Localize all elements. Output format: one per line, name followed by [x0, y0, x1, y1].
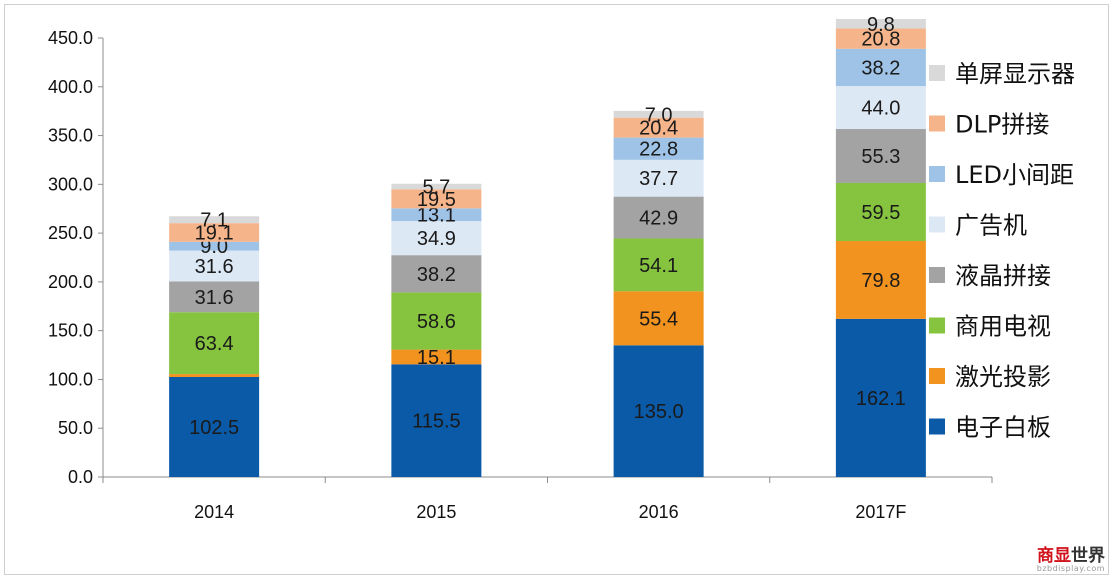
bar-segment	[391, 255, 482, 293]
bar-segment	[613, 137, 704, 160]
data-label: 79.8	[861, 270, 900, 292]
data-label: 19.5	[417, 189, 456, 211]
watermark-text-a: 商显	[1037, 546, 1071, 566]
legend-swatch	[929, 216, 945, 233]
bar-segment	[391, 189, 482, 209]
y-tick-label: 250.0	[48, 223, 93, 243]
bar-segment	[169, 216, 260, 224]
chart-frame	[4, 4, 1109, 575]
bar-segment	[835, 182, 926, 242]
data-label: 44.0	[861, 98, 900, 120]
legend-label: LED小间距	[955, 161, 1074, 189]
legend-label: 激光投影	[955, 363, 1051, 391]
data-label: 20.4	[639, 118, 678, 140]
bar-segment	[169, 281, 260, 313]
legend-label: 液晶拼接	[955, 262, 1051, 290]
y-tick-label: 300.0	[48, 174, 93, 194]
x-tick-label: 2014	[194, 502, 234, 522]
data-label: 19.1	[195, 222, 234, 244]
data-label: 7.0	[645, 104, 673, 126]
bar-segment	[169, 312, 260, 375]
data-label: 55.3	[861, 146, 900, 168]
data-label: 37.7	[639, 168, 678, 190]
watermark-logo: 商显世界 bzbdisplay.com	[1037, 548, 1105, 573]
legend-swatch	[929, 317, 945, 334]
bar-segment	[835, 129, 926, 183]
bar-segment	[169, 223, 260, 242]
watermark-text-b: 世界	[1071, 546, 1105, 566]
data-label: 15.1	[417, 347, 456, 369]
x-tick-label: 2015	[416, 502, 456, 522]
data-label: 31.6	[195, 256, 234, 278]
data-label: 54.1	[639, 255, 678, 277]
legend-swatch	[929, 166, 945, 182]
legend-label: 商用电视	[955, 313, 1051, 341]
bar-segment	[391, 349, 482, 365]
bar-segment	[391, 221, 482, 256]
bar-segment	[169, 241, 260, 251]
data-label: 58.6	[417, 311, 456, 333]
data-label: 22.8	[639, 139, 678, 161]
bar-segment	[835, 18, 926, 29]
bar-segment	[613, 291, 704, 346]
y-tick-label: 450.0	[48, 28, 93, 48]
data-label: 115.5	[412, 411, 461, 433]
y-tick-label: 400.0	[48, 77, 93, 97]
y-tick-label: 50.0	[58, 418, 93, 438]
data-label: 55.4	[639, 308, 678, 330]
legend-swatch	[929, 267, 945, 283]
bar-segment	[835, 241, 926, 319]
bar-segment	[613, 345, 704, 477]
bar-segment	[835, 28, 926, 49]
bar-segment	[613, 159, 704, 197]
bar-segment	[613, 110, 704, 118]
bar-segment	[835, 48, 926, 87]
bar-segment	[391, 292, 482, 350]
y-tick-label: 350.0	[48, 126, 93, 146]
data-label: 102.5	[189, 417, 239, 439]
data-label: 63.4	[195, 333, 234, 355]
data-label: 38.2	[861, 57, 900, 79]
data-label: 9.8	[867, 14, 895, 36]
bar-segment	[835, 86, 926, 130]
bar-segment	[391, 183, 482, 190]
legend-swatch	[929, 418, 945, 435]
data-label: 162.1	[856, 388, 906, 410]
bar-segment	[169, 374, 260, 378]
legend-label: 单屏显示器	[955, 60, 1075, 88]
data-label: 42.9	[639, 208, 678, 230]
y-tick-label: 200.0	[48, 272, 93, 292]
bar-segment	[835, 318, 926, 477]
data-label: 34.9	[417, 228, 456, 250]
data-label: 59.5	[861, 202, 900, 224]
legend-label: 电子白板	[955, 414, 1051, 442]
bar-segment	[613, 117, 704, 138]
x-tick-label: 2016	[639, 502, 679, 522]
data-label: 13.1	[417, 205, 456, 227]
legend-swatch	[929, 368, 945, 384]
legend-label: 广告机	[955, 212, 1027, 240]
bar-segment	[613, 196, 704, 239]
legend-label: DLP拼接	[955, 111, 1049, 139]
bar-segment	[391, 364, 482, 477]
bar-segment	[391, 208, 482, 222]
legend-swatch	[929, 115, 945, 132]
data-label: 135.0	[634, 401, 684, 423]
bar-segment	[169, 377, 260, 477]
y-tick-label: 100.0	[48, 369, 93, 389]
watermark-url: bzbdisplay.com	[1036, 564, 1105, 573]
x-tick-label: 2017F	[855, 502, 906, 522]
data-label: 7.1	[200, 210, 228, 232]
y-tick-label: 0.0	[68, 467, 93, 487]
data-label: 20.8	[861, 29, 900, 51]
bar-segment	[169, 250, 260, 282]
legend-swatch	[929, 65, 945, 81]
bar-segment	[613, 238, 704, 292]
data-label: 5.7	[422, 177, 450, 199]
data-label: 31.6	[195, 287, 234, 309]
data-label: 38.2	[417, 264, 456, 286]
y-tick-label: 150.0	[48, 321, 93, 341]
